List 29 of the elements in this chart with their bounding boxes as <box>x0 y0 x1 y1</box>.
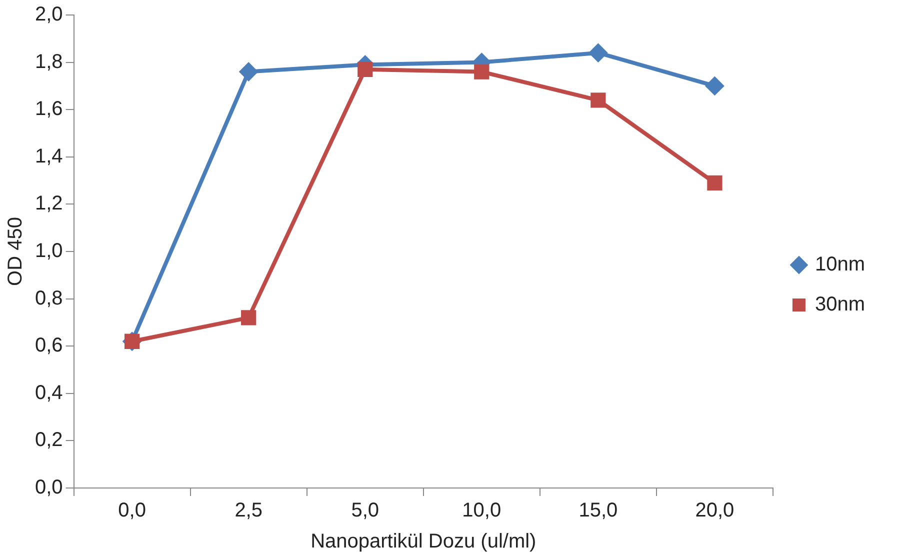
x-tick-label: 5,0 <box>351 500 380 522</box>
y-tick-label: 1,6 <box>34 98 63 120</box>
point <box>239 62 258 82</box>
x-tick-label: 2,5 <box>234 500 262 522</box>
y-tick-label: 0,6 <box>34 334 63 357</box>
x-tick-label: 0,0 <box>118 500 146 522</box>
y-axis-title: OD 450 <box>4 217 27 286</box>
x-axis-title: Nanopartikül Dozu (ul/ml) <box>310 530 536 553</box>
y-tick-label: 1,4 <box>34 145 63 168</box>
point <box>590 92 606 108</box>
y-tick-label: 0,4 <box>34 382 63 404</box>
point <box>588 43 608 62</box>
point <box>358 62 373 77</box>
point <box>707 175 722 190</box>
point <box>241 310 256 326</box>
y-tick-label: 0,8 <box>34 287 63 310</box>
x-tick-label: 10,0 <box>462 500 502 522</box>
y-tick-label: 0,0 <box>34 476 63 499</box>
y-tick-label: 2,0 <box>34 4 63 26</box>
point <box>705 76 724 96</box>
y-tick-label: 1,2 <box>34 192 63 215</box>
legend-label: 10nm <box>814 254 865 276</box>
x-tick-label: 20,0 <box>695 500 734 522</box>
y-tick-label: 0,2 <box>34 429 63 452</box>
point <box>474 64 490 80</box>
y-tick-label: 1,0 <box>34 240 63 262</box>
x-tick-label: 15,0 <box>578 500 618 522</box>
y-tick-label: 1,8 <box>34 50 63 73</box>
legend-label: 30nm <box>814 294 865 316</box>
